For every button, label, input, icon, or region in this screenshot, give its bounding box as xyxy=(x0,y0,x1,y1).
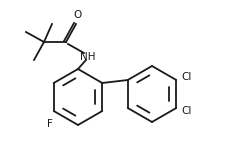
Text: NH: NH xyxy=(80,52,96,62)
Text: F: F xyxy=(47,119,53,129)
Text: Cl: Cl xyxy=(181,72,192,82)
Text: O: O xyxy=(73,10,81,20)
Text: Cl: Cl xyxy=(181,106,192,116)
